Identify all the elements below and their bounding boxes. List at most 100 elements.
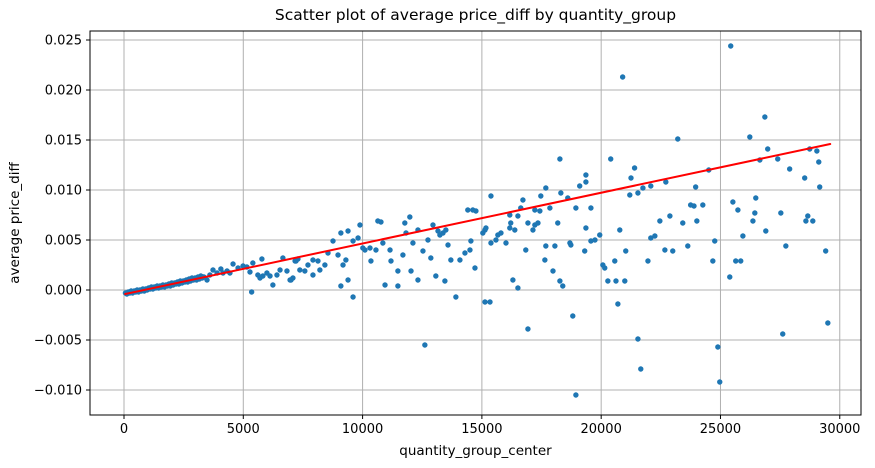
scatter-point xyxy=(338,230,344,236)
scatter-point xyxy=(640,185,646,191)
scatter-point xyxy=(388,258,394,264)
scatter-point xyxy=(355,235,361,241)
scatter-point xyxy=(488,193,494,199)
scatter-point xyxy=(801,175,808,181)
scatter-point xyxy=(525,326,531,332)
scatter-point xyxy=(628,175,634,181)
scatter-point xyxy=(733,258,739,264)
scatter-point xyxy=(550,268,556,274)
scatter-point xyxy=(350,294,356,300)
scatter-point xyxy=(260,273,266,279)
scatter-point xyxy=(297,267,303,273)
scatter-point xyxy=(573,392,579,398)
scatter-point xyxy=(583,225,589,231)
scatter-point xyxy=(700,202,706,208)
scatter-point xyxy=(305,262,311,268)
scatter-point xyxy=(537,208,543,214)
scatter-point xyxy=(542,257,548,263)
scatter-point xyxy=(675,136,681,142)
scatter-point xyxy=(750,218,756,224)
scatter-point xyxy=(712,238,718,244)
scatter-point xyxy=(783,243,789,249)
scatter-point xyxy=(487,299,493,305)
scatter-point xyxy=(270,282,276,288)
scatter-point xyxy=(338,283,344,289)
scatter-point xyxy=(735,207,741,213)
trend-line xyxy=(124,143,832,295)
scatter-point xyxy=(415,277,421,283)
y-tick-label: 0.000 xyxy=(45,284,82,299)
scatter-point xyxy=(507,225,513,231)
scatter-point xyxy=(443,227,449,233)
scatter-point xyxy=(605,278,611,284)
scatter-point xyxy=(204,277,210,283)
scatter-point xyxy=(778,210,784,216)
y-tick-label: 0.010 xyxy=(45,184,82,199)
scatter-point xyxy=(448,257,454,263)
y-tick-label: 0.015 xyxy=(45,134,82,149)
scatter-point xyxy=(468,238,474,244)
scatter-point xyxy=(330,238,336,244)
scatter-point xyxy=(350,238,356,244)
scatter-point xyxy=(462,250,468,256)
scatter-point xyxy=(753,195,759,201)
scatter-point xyxy=(694,218,700,224)
scatter-point xyxy=(597,232,603,238)
scatter-point xyxy=(322,262,328,268)
scatter-point xyxy=(780,331,786,337)
scatter-point xyxy=(373,247,379,253)
scatter-point xyxy=(763,228,769,234)
scatter-point xyxy=(472,265,478,271)
scatter-point xyxy=(274,272,280,278)
scatter-point xyxy=(648,183,654,189)
scatter-point xyxy=(602,265,608,271)
scatter-point xyxy=(648,235,654,241)
scatter-point xyxy=(715,344,721,350)
scatter-point xyxy=(738,258,744,264)
scatter-point xyxy=(293,258,299,264)
scatter-point xyxy=(617,227,623,233)
scatter-point xyxy=(547,205,553,211)
scatter-point xyxy=(623,248,629,254)
scatter-point xyxy=(568,242,574,248)
scatter-point xyxy=(515,285,521,291)
scatter-point xyxy=(493,237,499,243)
scatter-point xyxy=(543,243,549,249)
scatter-point xyxy=(552,243,558,249)
x-tick-label: 15000 xyxy=(461,422,502,437)
y-tick-label: 0.020 xyxy=(45,84,82,99)
scatter-point xyxy=(510,277,516,283)
scatter-point xyxy=(728,43,734,49)
scatter-point xyxy=(573,205,579,211)
scatter-point xyxy=(410,240,416,246)
y-axis-label: average price_diff xyxy=(7,162,23,284)
scatter-point xyxy=(627,192,633,198)
scatter-point xyxy=(442,278,448,284)
scatter-point xyxy=(317,267,323,273)
x-tick-label: 30000 xyxy=(819,422,860,437)
chart-title: Scatter plot of average price_diff by qu… xyxy=(274,6,677,24)
scatter-point xyxy=(592,237,598,243)
scatter-point xyxy=(284,268,290,274)
scatter-point xyxy=(635,190,641,196)
scatter-point xyxy=(752,210,758,216)
scatter-point xyxy=(825,320,831,326)
scatter-point xyxy=(367,245,373,251)
scatter-point xyxy=(612,258,618,264)
scatter-point xyxy=(435,228,441,234)
scatter-point xyxy=(577,183,583,189)
scatter-point xyxy=(710,258,716,264)
x-tick-label: 25000 xyxy=(700,422,741,437)
scatter-point xyxy=(635,336,641,342)
scatter-point xyxy=(277,267,283,273)
scatter-point xyxy=(810,218,816,224)
scatter-point xyxy=(631,165,638,171)
scatter-point xyxy=(343,257,349,263)
x-tick-label: 10000 xyxy=(342,422,383,437)
scatter-point xyxy=(218,266,224,272)
scatter-point xyxy=(302,268,308,274)
scatter-point xyxy=(425,237,431,243)
scatter-point xyxy=(402,220,408,226)
